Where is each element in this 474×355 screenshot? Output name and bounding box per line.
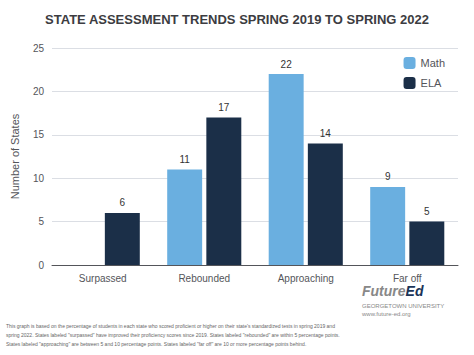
svg-text:11: 11 [179,154,190,165]
svg-text:Approaching: Approaching [278,273,334,284]
svg-text:STATE ASSESSMENT TRENDS SPRING: STATE ASSESSMENT TRENDS SPRING 2019 TO S… [45,12,429,27]
svg-text:www.future-ed.org: www.future-ed.org [361,311,411,317]
svg-text:5: 5 [38,216,44,227]
svg-text:Math: Math [421,57,445,69]
svg-text:6: 6 [120,197,126,208]
svg-text:0: 0 [38,260,44,271]
svg-text:10: 10 [33,173,45,184]
svg-text:Ed: Ed [406,283,424,299]
svg-text:22: 22 [281,59,293,70]
svg-text:5: 5 [424,206,430,217]
svg-text:This graph is based on the per: This graph is based on the percentage of… [6,323,335,329]
svg-text:Far off: Far off [393,273,422,284]
svg-text:17: 17 [218,102,230,113]
svg-text:ELA: ELA [421,77,442,89]
svg-text:States labeled "approaching" a: States labeled "approaching" are between… [6,341,306,347]
svg-text:15: 15 [33,129,45,140]
svg-text:20: 20 [33,86,45,97]
svg-text:Rebounded: Rebounded [178,273,230,284]
svg-text:14: 14 [320,128,332,139]
svg-text:Future: Future [362,283,406,299]
svg-text:spring 2022. States labeled "s: spring 2022. States labeled "surpassed" … [6,332,340,338]
svg-text:Number of States: Number of States [9,113,21,199]
svg-text:9: 9 [385,171,391,182]
svg-text:Surpassed: Surpassed [79,273,127,284]
svg-text:GEORGETOWN UNIVERSITY: GEORGETOWN UNIVERSITY [362,303,444,309]
svg-text:25: 25 [33,43,45,54]
